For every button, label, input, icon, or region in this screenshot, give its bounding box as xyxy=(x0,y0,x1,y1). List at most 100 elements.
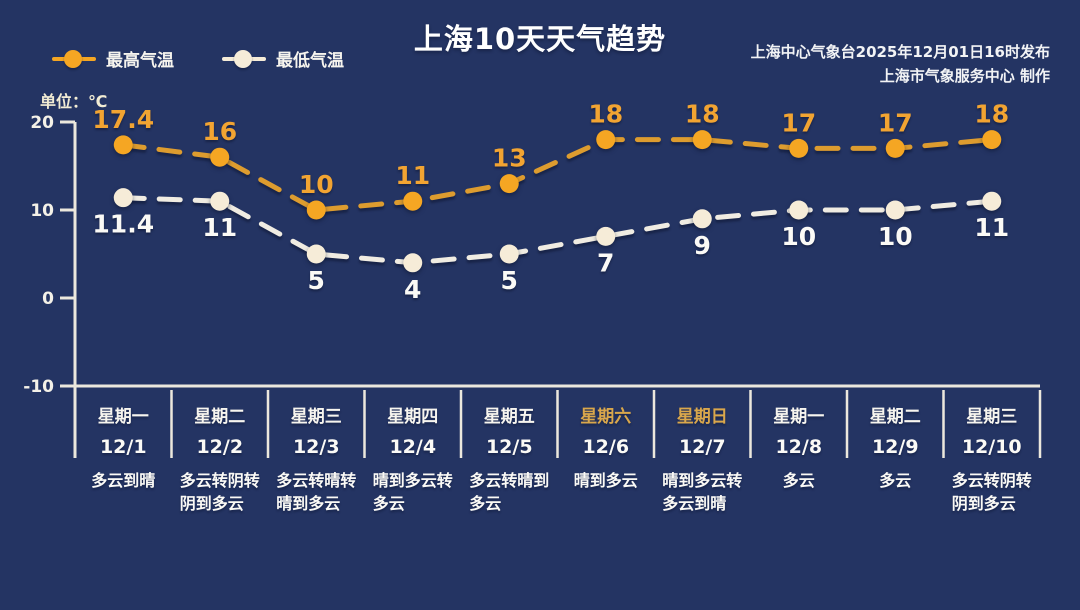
low-temp-value-label: 4 xyxy=(404,275,421,304)
date-label: 12/4 xyxy=(389,436,437,458)
legend-item-low: 最低气温 xyxy=(222,46,344,71)
high-temp-point xyxy=(113,135,133,155)
low-temp-point xyxy=(113,188,133,208)
high-temp-legend-icon xyxy=(52,49,96,69)
low-temp-value-label: 7 xyxy=(597,248,614,277)
date-label: 12/1 xyxy=(99,436,147,458)
unit-label: 单位：℃ xyxy=(40,92,108,111)
low-temp-point xyxy=(982,191,1002,211)
high-temp-value-label: 18 xyxy=(588,100,623,129)
day-column: 星期一 12/8 多云 xyxy=(751,402,848,515)
date-label: 12/10 xyxy=(961,436,1022,458)
weather-description: 多云转晴转 晴到多云 xyxy=(268,469,365,515)
low-temp-value-label: 11.4 xyxy=(92,210,154,239)
weekday-label: 星期五 xyxy=(483,407,535,427)
weather-description: 多云到晴 xyxy=(75,469,172,492)
date-label: 12/8 xyxy=(775,436,823,458)
weekday-label: 星期三 xyxy=(966,407,1018,427)
legend-label-low: 最低气温 xyxy=(276,51,344,71)
day-column: 星期五 12/5 多云转晴到 多云 xyxy=(461,402,558,515)
weather-text: 多云 xyxy=(782,471,815,490)
legend: 最高气温 最低气温 xyxy=(52,46,344,71)
high-temp-point xyxy=(499,174,519,194)
weather-text: 多云转阴转 阴到多云 xyxy=(179,471,260,513)
high-temp-point xyxy=(306,200,326,220)
low-temp-value-label: 5 xyxy=(501,266,518,295)
weather-description: 多云转晴到 多云 xyxy=(461,469,558,515)
high-temp-point xyxy=(210,147,230,167)
low-temp-point xyxy=(789,200,809,220)
day-column: 星期三 12/3 多云转晴转 晴到多云 xyxy=(268,402,365,515)
high-temp-point xyxy=(789,138,809,158)
publisher-info: 上海中心气象台2025年12月01日16时发布 上海市气象服务中心 制作 xyxy=(751,40,1050,88)
weather-text: 晴到多云转 多云 xyxy=(372,471,453,513)
date-label: 12/2 xyxy=(196,436,244,458)
weather-description: 多云转阴转 阴到多云 xyxy=(944,469,1041,515)
high-temp-value-label: 10 xyxy=(299,170,334,199)
high-temp-point xyxy=(982,130,1002,150)
weather-text: 晴到多云 xyxy=(573,471,638,490)
low-temp-value-label: 10 xyxy=(878,222,913,251)
weather-text: 多云转阴转 阴到多云 xyxy=(951,471,1032,513)
weekday-label: 星期六 xyxy=(580,407,632,427)
low-temp-point xyxy=(596,226,616,246)
day-column: 星期二 12/9 多云 xyxy=(847,402,944,515)
weather-text: 晴到多云转 多云到晴 xyxy=(662,471,743,513)
date-label: 12/9 xyxy=(871,436,919,458)
high-temp-point xyxy=(885,138,905,158)
weekday-label: 星期日 xyxy=(676,407,728,427)
day-column: 星期六 12/6 晴到多云 xyxy=(558,402,655,515)
low-temp-point xyxy=(499,244,519,264)
y-tick-label: 0 xyxy=(42,289,54,309)
high-temp-value-label: 13 xyxy=(492,144,527,173)
high-temp-value-label: 11 xyxy=(395,161,430,190)
low-temp-legend-icon xyxy=(222,49,266,69)
day-column: 星期日 12/7 晴到多云转 多云到晴 xyxy=(654,402,751,515)
date-label: 12/7 xyxy=(678,436,726,458)
publisher-line2: 上海市气象服务中心 制作 xyxy=(879,67,1050,85)
low-temp-point xyxy=(210,191,230,211)
day-column: 星期二 12/2 多云转阴转 阴到多云 xyxy=(172,402,269,515)
weekday-label: 星期一 xyxy=(773,407,825,427)
high-temp-value-label: 17 xyxy=(878,108,913,137)
high-temp-value-label: 16 xyxy=(202,117,237,146)
weather-description: 晴到多云 xyxy=(558,469,655,492)
legend-item-high: 最高气温 xyxy=(52,46,174,71)
high-temp-value-label: 17 xyxy=(781,108,816,137)
low-temp-line xyxy=(120,195,995,266)
high-temp-point xyxy=(596,130,616,150)
low-temp-value-label: 11 xyxy=(202,213,237,242)
day-column: 星期一 12/1 多云到晴 xyxy=(75,402,172,515)
weather-description: 多云转阴转 阴到多云 xyxy=(172,469,269,515)
low-temp-value-label: 10 xyxy=(781,222,816,251)
high-temp-line xyxy=(120,137,995,213)
low-temp-value-label: 5 xyxy=(308,266,325,295)
high-temp-point xyxy=(403,191,423,211)
weekday-label: 星期四 xyxy=(387,407,439,427)
weekday-label: 星期二 xyxy=(869,407,921,427)
low-temp-point xyxy=(692,209,712,229)
day-column: 星期三 12/10 多云转阴转 阴到多云 xyxy=(944,402,1041,515)
y-tick-label: -10 xyxy=(23,377,54,397)
weather-text: 多云转晴转 晴到多云 xyxy=(276,471,357,513)
page-title: 上海10天天气趋势 xyxy=(413,22,667,56)
weather-description: 晴到多云转 多云到晴 xyxy=(654,469,751,515)
legend-label-high: 最高气温 xyxy=(106,51,174,71)
high-temp-value-label: 18 xyxy=(685,100,720,129)
high-temp-point xyxy=(692,130,712,150)
low-temp-value-label: 11 xyxy=(974,213,1009,242)
low-temp-point xyxy=(306,244,326,264)
weekday-label: 星期二 xyxy=(194,407,246,427)
date-label: 12/3 xyxy=(292,436,340,458)
weekday-label: 星期三 xyxy=(290,407,342,427)
date-label: 12/6 xyxy=(582,436,630,458)
weather-description: 多云 xyxy=(751,469,848,492)
low-temp-point xyxy=(403,253,423,273)
low-temp-point xyxy=(885,200,905,220)
weather-description: 多云 xyxy=(847,469,944,492)
weekday-label: 星期一 xyxy=(97,407,149,427)
high-temp-value-label: 18 xyxy=(974,100,1009,129)
weather-text: 多云转晴到 多云 xyxy=(469,471,550,513)
